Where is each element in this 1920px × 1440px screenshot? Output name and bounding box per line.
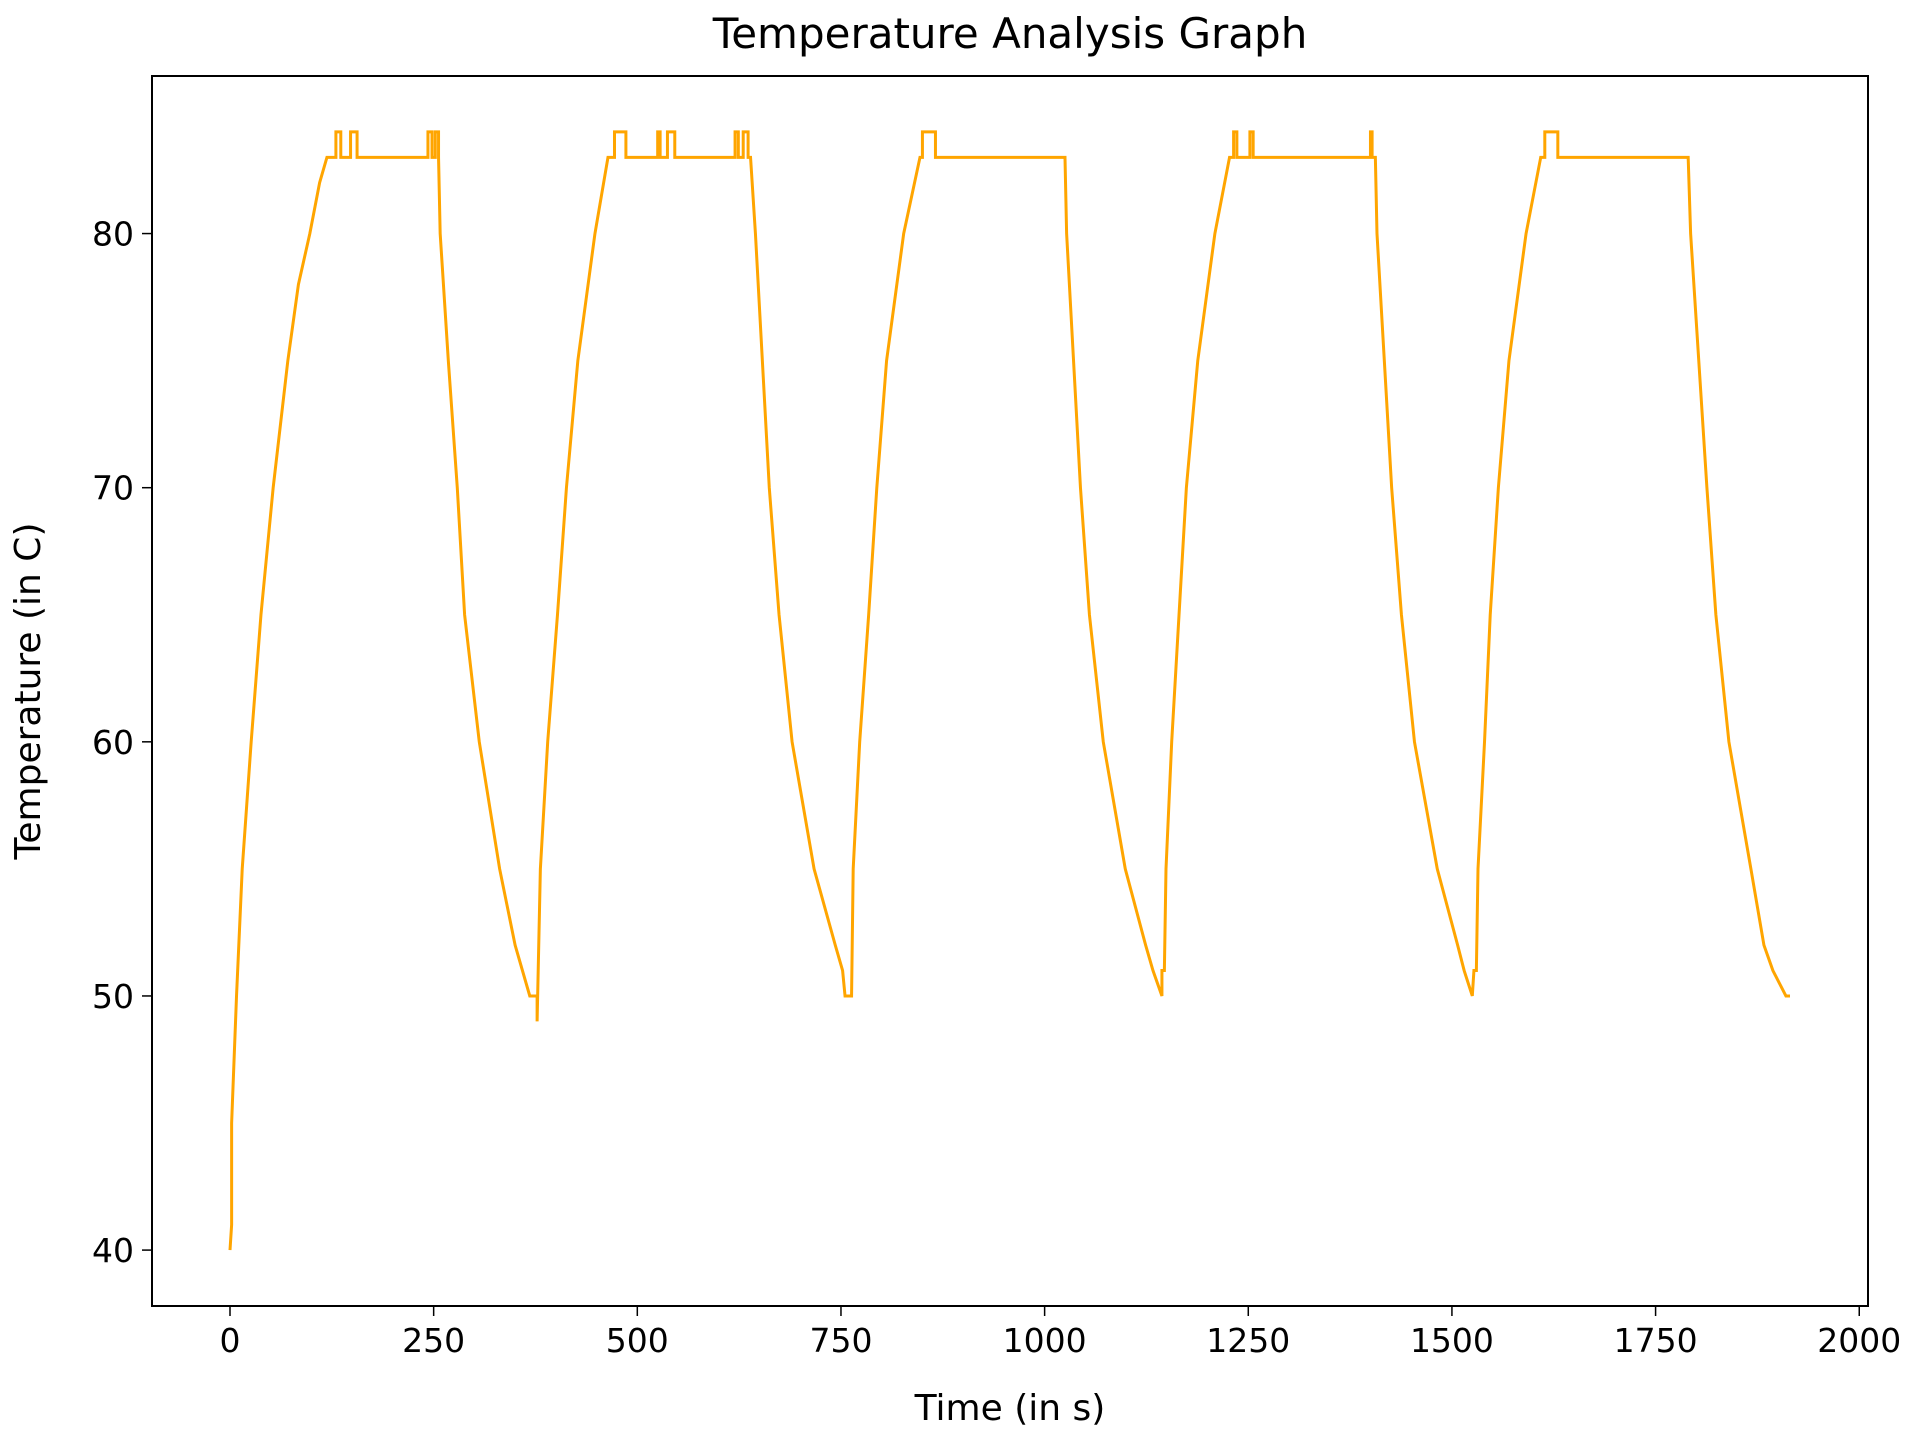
x-axis-label: Time (in s) [914, 1388, 1106, 1429]
x-tick-label: 750 [809, 1321, 872, 1360]
y-tick-label: 50 [92, 977, 134, 1016]
chart-title: Temperature Analysis Graph [712, 9, 1308, 58]
x-tick-label: 500 [606, 1321, 669, 1360]
y-tick-label: 40 [92, 1231, 134, 1270]
x-tick-label: 1000 [1003, 1321, 1087, 1360]
y-tick-label: 60 [92, 723, 134, 762]
y-axis-label: Temperature (in C) [8, 523, 49, 861]
plot-frame [151, 75, 1869, 1307]
x-tick-label: 250 [402, 1321, 465, 1360]
y-tick-label: 70 [92, 469, 134, 508]
x-tick-label: 1500 [1410, 1321, 1494, 1360]
x-tick-label: 0 [220, 1321, 241, 1360]
x-tick-label: 1750 [1614, 1321, 1698, 1360]
x-tick-label: 2000 [1817, 1321, 1901, 1360]
data-line [228, 130, 1790, 1251]
x-tick-label: 1250 [1206, 1321, 1290, 1360]
y-tick-label: 80 [92, 215, 134, 254]
